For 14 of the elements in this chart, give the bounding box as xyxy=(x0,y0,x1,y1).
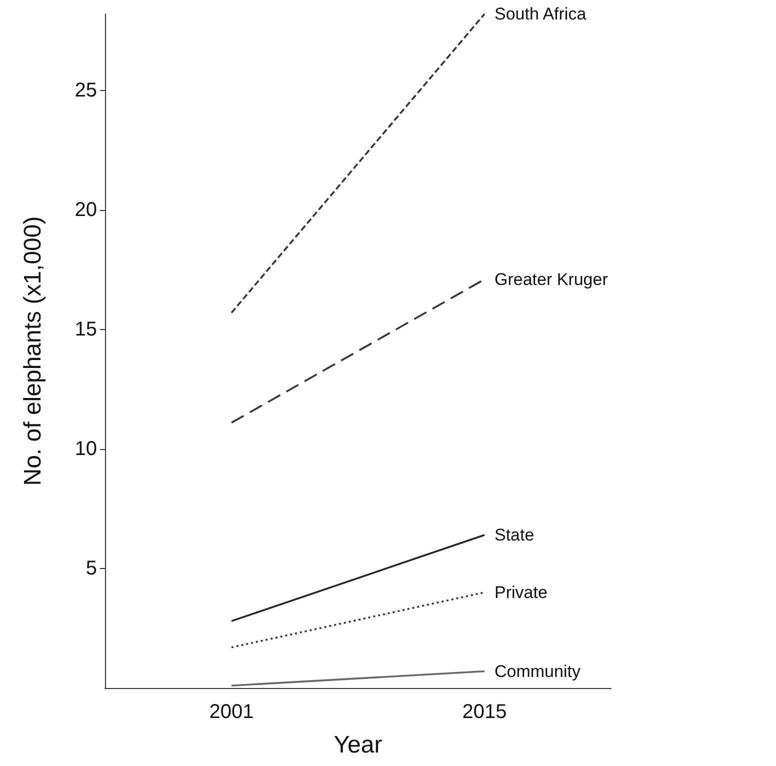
series-label: Greater Kruger xyxy=(494,270,608,289)
series-label: State xyxy=(494,526,534,545)
x-axis-title: Year xyxy=(334,732,382,758)
series-label: Community xyxy=(494,662,581,681)
series-label: Private xyxy=(494,582,548,602)
y-tick-label: 25 xyxy=(74,79,97,102)
y-tick-label: 5 xyxy=(86,557,97,580)
y-tick-label: 15 xyxy=(74,318,97,340)
series-label: South Africa xyxy=(494,4,587,24)
y-tick-label: 10 xyxy=(74,438,97,460)
x-tick-label: 2015 xyxy=(462,701,507,723)
y-axis-title: No. of elephants (x1,000) xyxy=(20,216,46,486)
x-tick-label: 2001 xyxy=(209,701,254,723)
y-tick-label: 20 xyxy=(74,198,97,221)
